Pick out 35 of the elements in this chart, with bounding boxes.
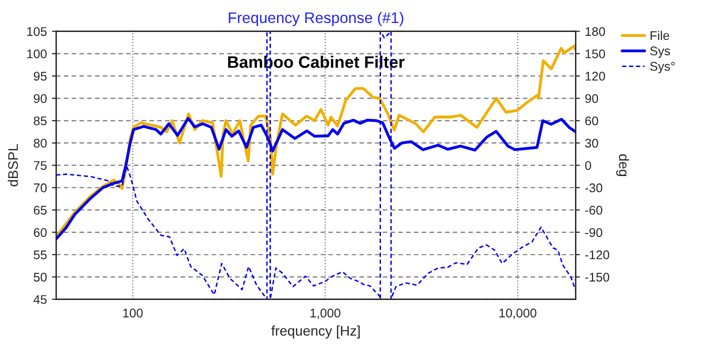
legend-label: Sys° <box>650 62 675 74</box>
legend-label: File <box>650 30 670 40</box>
x-tick-label: 1,000 <box>310 308 340 319</box>
y-tick-label: 75 <box>34 161 47 170</box>
y-tick-label: 70 <box>34 183 47 192</box>
y-tick-label: 60 <box>34 228 47 237</box>
y-tick-label: 55 <box>34 250 47 260</box>
y-tick-label: 100 <box>27 49 47 58</box>
y-tick-label: 45 <box>34 295 47 304</box>
y-tick-label: 85 <box>34 116 47 126</box>
y2-tick-label: -60 <box>585 206 602 215</box>
y-axis-title: dBSPL <box>8 144 18 186</box>
y2-tick-label: 120 <box>586 72 606 81</box>
y-tick-label: 105 <box>27 27 47 36</box>
chart-title: Frequency Response (#1) <box>228 12 404 26</box>
y-tick-label: 50 <box>34 272 47 282</box>
y-tick-label: 90 <box>34 94 47 103</box>
y2-tick-label: -30 <box>585 183 602 192</box>
y-tick-label: 95 <box>34 72 47 81</box>
y2-tick-label: -150 <box>585 272 610 282</box>
y2-tick-label: 0 <box>585 161 592 170</box>
y-tick-label: 65 <box>34 206 47 215</box>
y2-axis-title: deg <box>616 154 630 176</box>
y2-tick-label: 60 <box>585 116 598 126</box>
y2-tick-label: 90 <box>585 94 598 103</box>
x-axis-title: frequency [Hz] <box>271 326 360 338</box>
y-tick-label: 80 <box>34 138 47 148</box>
legend-label: Sys <box>650 46 670 58</box>
y2-tick-label: 180 <box>586 27 606 36</box>
y2-tick-label: -90 <box>585 228 602 237</box>
x-tick-label: 10,000 <box>500 308 536 319</box>
y2-tick-label: 30 <box>585 138 598 148</box>
x-tick-label: 100 <box>123 308 143 318</box>
y2-tick-label: 150 <box>586 49 606 58</box>
y2-tick-label: -120 <box>585 250 610 260</box>
